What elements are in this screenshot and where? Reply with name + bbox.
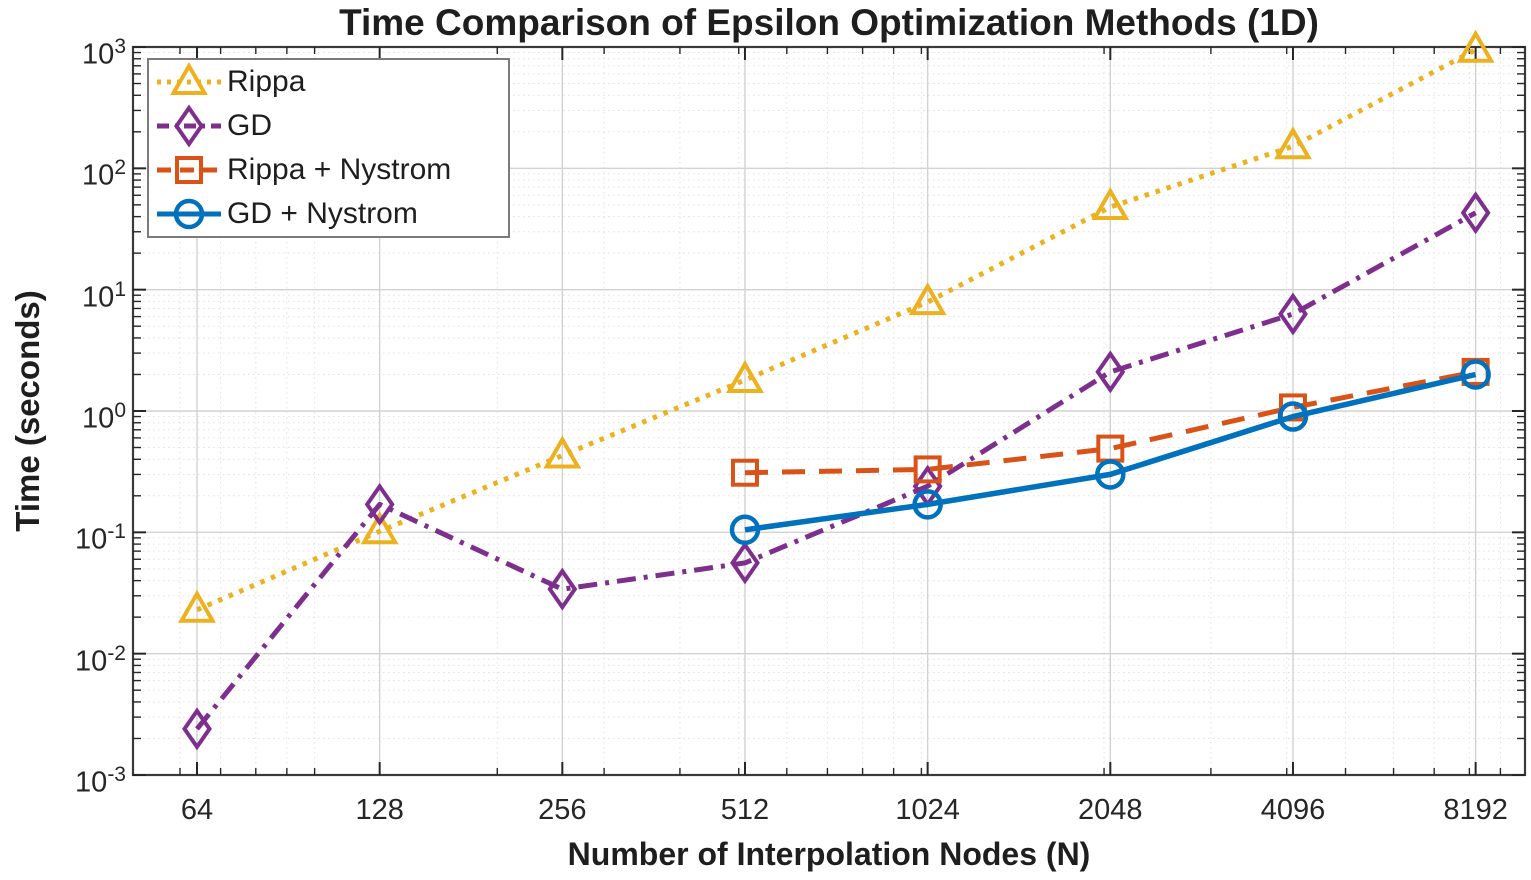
legend-label: GD + Nystrom [227,197,418,230]
y-tick-label: 10-2 [75,641,126,678]
y-tick-label: 100 [82,399,126,435]
y-tick-label: 102 [82,156,126,192]
series-gd-nystrom [729,359,1491,546]
y-tick-label: 101 [82,277,126,314]
legend-label: Rippa + Nystrom [227,153,452,186]
y-tick-label: 10-3 [75,763,126,799]
legend-item-rippa-nystrom: Rippa + Nystrom [149,148,508,192]
x-tick-label: 128 [355,794,404,826]
x-tick-label: 1024 [895,794,960,826]
x-tick-label: 2048 [1078,794,1143,826]
legend-swatch-diamond-icon [157,104,221,148]
x-tick-label: 256 [538,794,587,826]
legend-item-gd: GD [149,104,508,148]
x-tick-label: 4096 [1260,794,1326,826]
x-tick-label: 64 [180,794,214,826]
legend-item-rippa: Rippa [149,60,508,104]
legend-swatch-circle-icon [157,198,221,230]
legend-swatch-triangle-icon [157,61,221,95]
legend-item-gd-nystrom: GD + Nystrom [149,192,508,236]
legend: Rippa GD Rippa + Nystrom GD + Nystrom [147,58,510,238]
legend-label: GD [227,109,272,142]
x-axis-label: Number of Interpolation Nodes (N) [567,836,1091,872]
x-tick-label: 8192 [1443,794,1508,826]
legend-swatch-square-icon [157,156,221,184]
y-tick-label: 103 [82,35,126,71]
y-tick-label: 10-1 [75,520,126,556]
x-tick-label: 512 [720,794,770,826]
page-title: Time Comparison of Epsilon Optimization … [339,2,1319,43]
legend-label: Rippa [227,65,306,98]
